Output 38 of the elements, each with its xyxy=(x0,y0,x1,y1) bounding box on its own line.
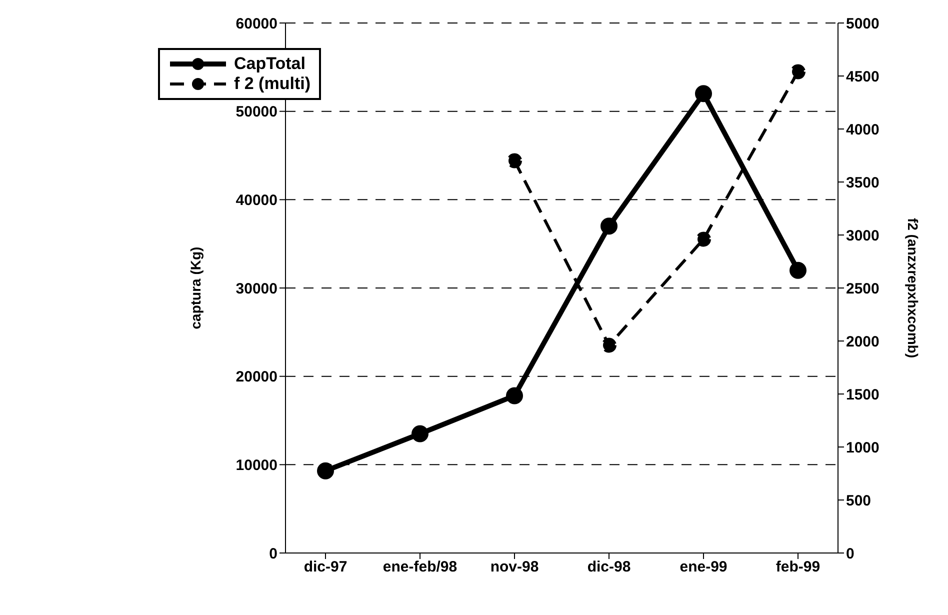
y2-axis-title: f2 (anzxrepxhxcomb) xyxy=(905,218,922,358)
legend-label: CapTotal xyxy=(234,54,306,74)
legend-label: f 2 (multi) xyxy=(234,74,310,94)
y-tick-label: 30000 xyxy=(236,280,278,298)
y2-tick-label: 1500 xyxy=(846,386,880,404)
y-tick-label: 0 xyxy=(269,545,278,562)
y2-tick-label: 3500 xyxy=(846,174,880,192)
point xyxy=(602,338,616,353)
x-tick-label: feb-99 xyxy=(776,558,820,576)
y2-tick-label: 2000 xyxy=(846,333,880,350)
point xyxy=(507,153,522,168)
point xyxy=(317,462,334,480)
y-tick-label: 50000 xyxy=(236,104,278,121)
x-tick-label: dic-98 xyxy=(587,558,631,576)
point xyxy=(696,232,711,247)
point xyxy=(695,85,712,102)
y2-tick-label: 1000 xyxy=(846,439,880,456)
y2-tick-label: 500 xyxy=(846,492,872,510)
point xyxy=(790,64,806,80)
y2-tick-label: 4500 xyxy=(846,68,880,86)
y2-tick-label: 2500 xyxy=(846,280,880,298)
x-tick-label: dic-97 xyxy=(304,558,348,576)
x-tick-label: ene-99 xyxy=(680,558,728,576)
x-tick-label: nov-98 xyxy=(490,558,539,576)
y-tick-label: 60000 xyxy=(236,15,278,32)
x-tick-label: ene-feb/98 xyxy=(382,558,458,576)
y2-tick-label: 5000 xyxy=(846,15,880,32)
point xyxy=(412,425,428,442)
y-tick-label: 10000 xyxy=(236,456,278,474)
y2-tick-label: 0 xyxy=(846,545,854,562)
y2-tick-label: 3000 xyxy=(846,227,880,244)
y2-tick-label: 4000 xyxy=(846,121,880,138)
y-axis-title: captura (Kg) xyxy=(187,246,204,330)
point xyxy=(790,262,806,279)
point xyxy=(506,387,523,404)
y-tick-label: 40000 xyxy=(236,192,278,209)
y-tick-label: 20000 xyxy=(236,368,278,386)
point xyxy=(600,218,618,235)
